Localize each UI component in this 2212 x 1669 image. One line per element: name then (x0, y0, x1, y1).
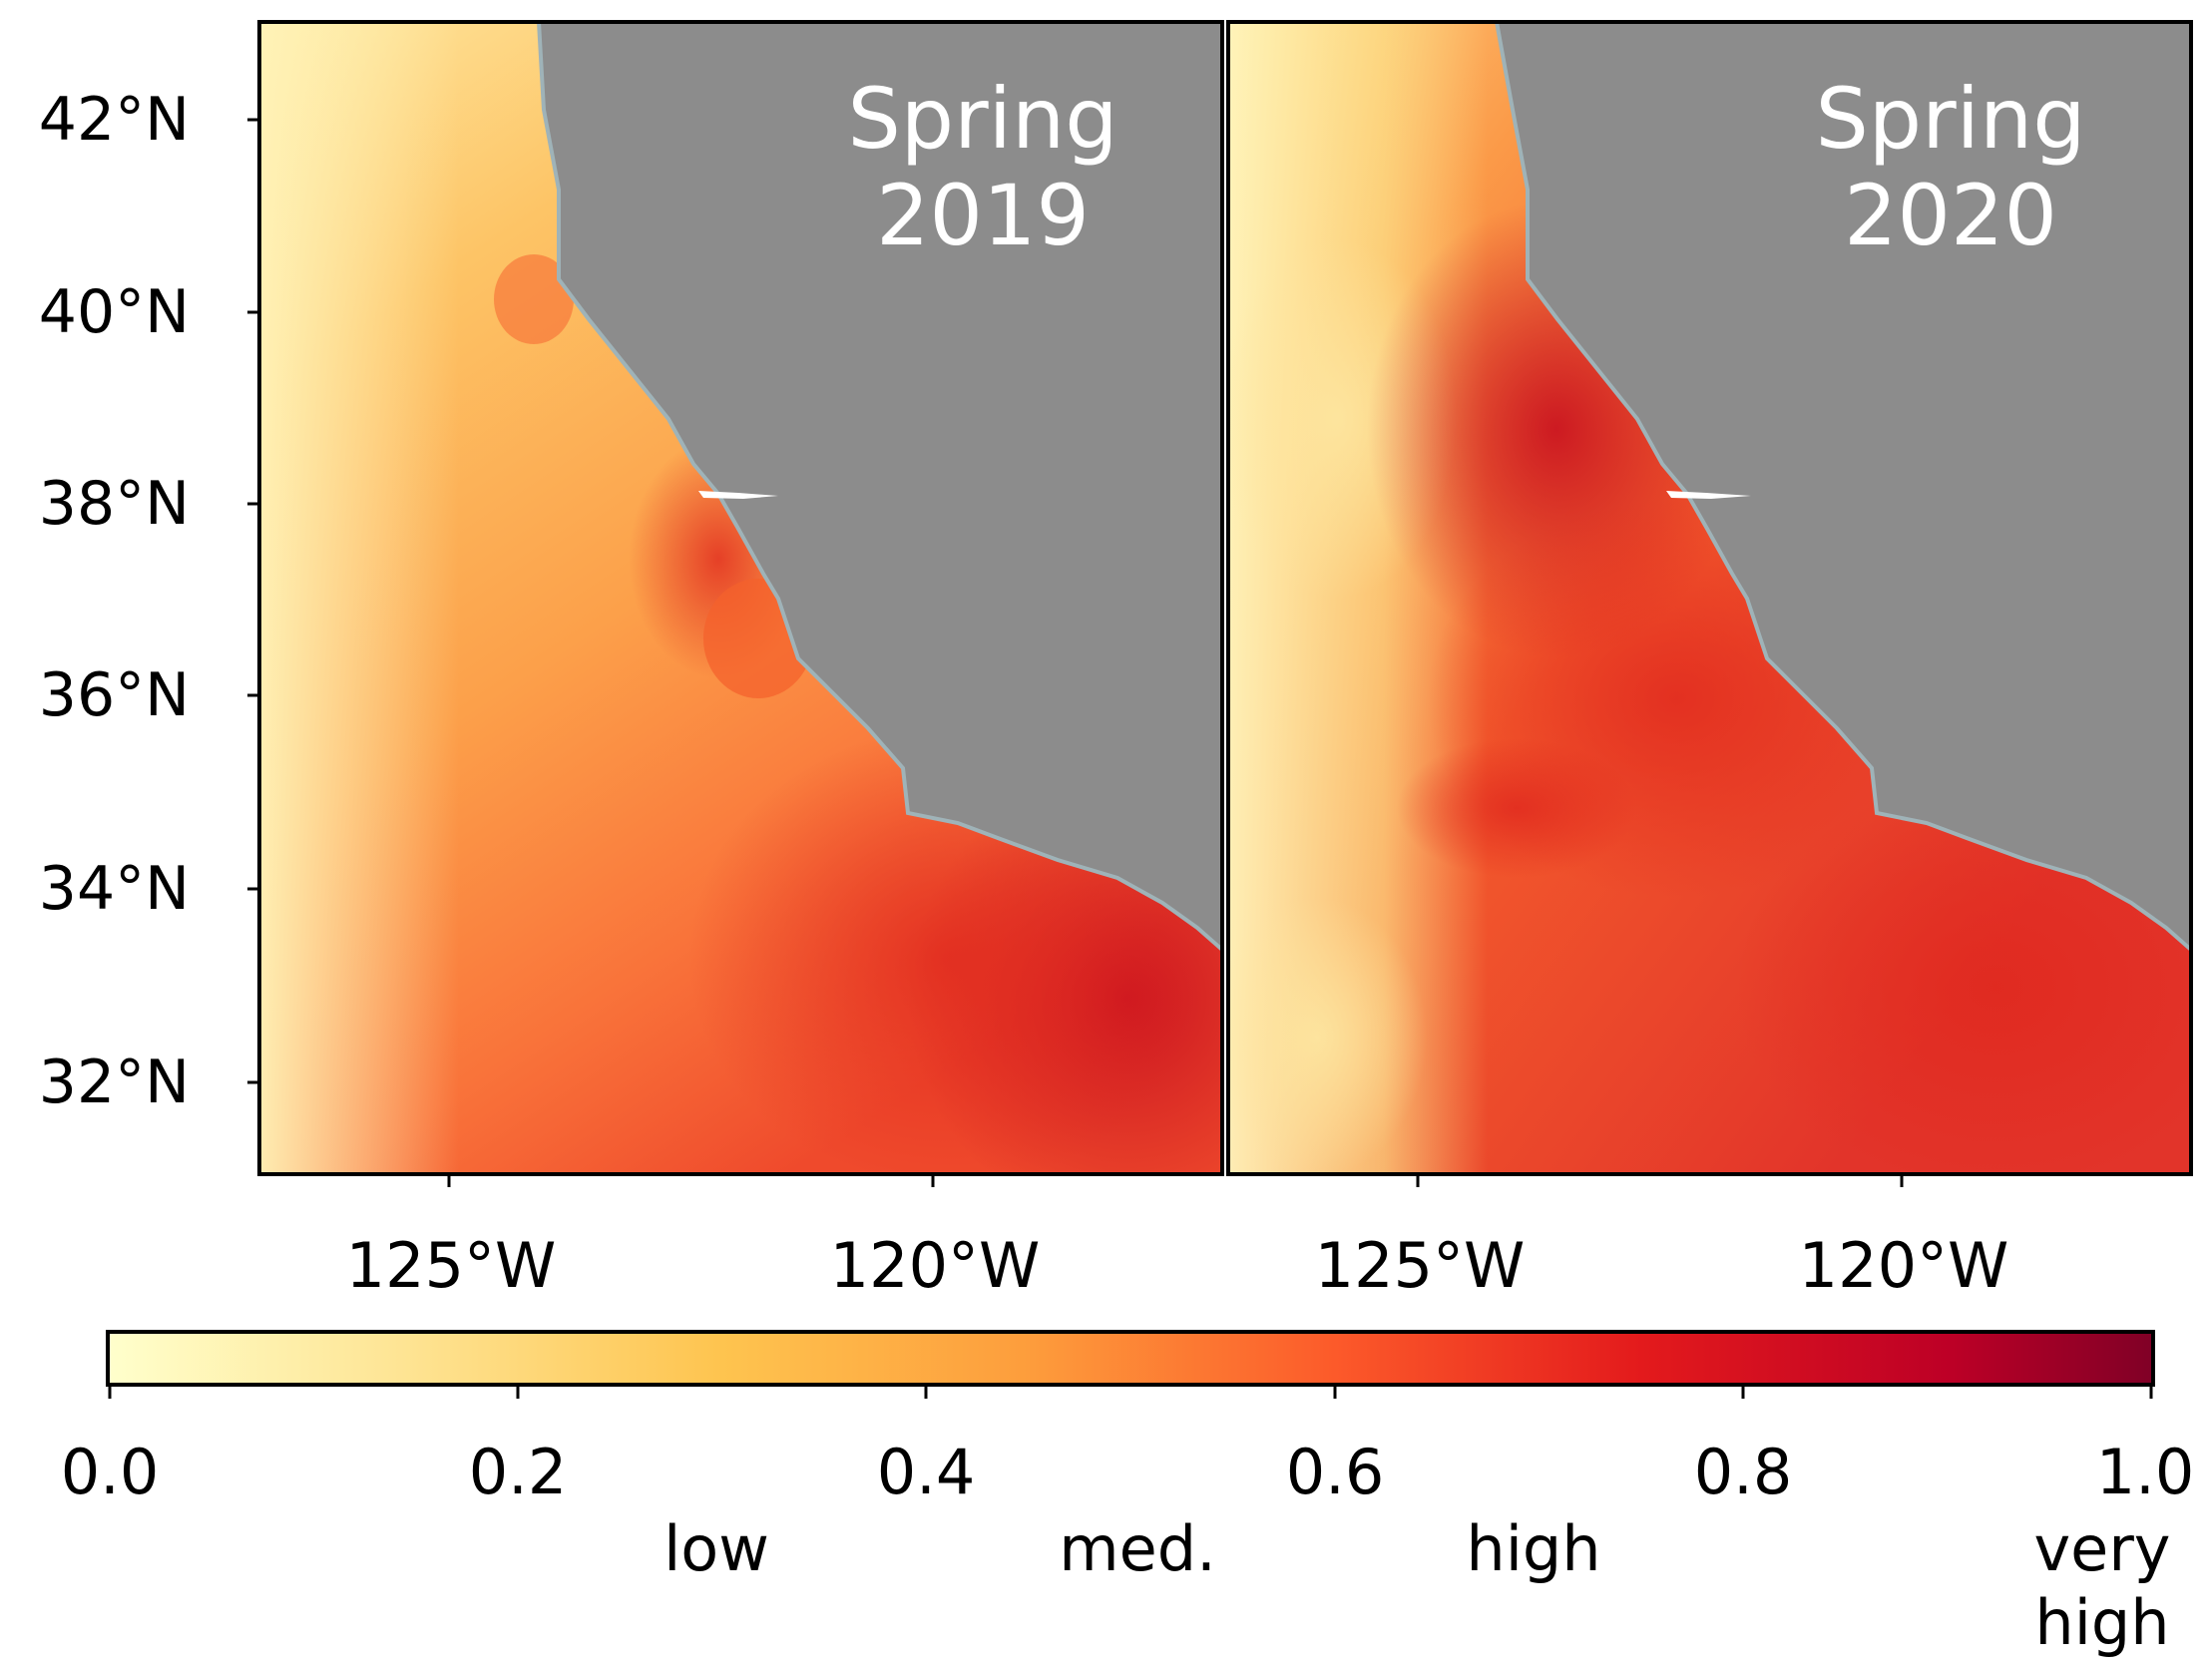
lon-label-120-2019: 120°W (830, 1229, 1041, 1302)
cb-category-high: high (1466, 1512, 1600, 1585)
latitude-axis: 42°N 40°N 38°N 36°N 34°N 32°N (39, 85, 259, 1117)
hotspot-plume-2020 (1397, 738, 1636, 878)
cb-category-very-high-line2: high (2034, 1586, 2169, 1659)
cb-label-5: 1.0 (2096, 1436, 2195, 1508)
lat-label-32: 32°N (39, 1047, 190, 1117)
lon-label-120-2020: 120°W (1799, 1229, 2009, 1302)
longitude-axis-2019: 125°W 120°W (346, 1174, 1041, 1302)
cb-label-4: 0.8 (1694, 1436, 1793, 1508)
panel-title-2019-line1: Spring (847, 70, 1117, 168)
land-2019 (536, 22, 1222, 953)
sf-bay-2020 (1666, 491, 1751, 499)
longitude-axis-2020: 125°W 120°W (1315, 1174, 2009, 1302)
cb-category-very-high-line1: very (2033, 1512, 2170, 1585)
lon-label-125-2019: 125°W (346, 1229, 557, 1302)
colorbar: 0.0 0.2 0.4 0.6 0.8 1.0 low med. high ve… (61, 1330, 2195, 1659)
lon-label-125-2020: 125°W (1315, 1229, 1526, 1302)
cb-category-low: low (664, 1512, 769, 1585)
map-panel-spring-2019 (259, 22, 1222, 1174)
lat-label-34: 34°N (39, 854, 190, 924)
panel-title-2019-line2: 2019 (876, 167, 1090, 264)
offshore-low-band-2019 (259, 22, 459, 1174)
cb-label-2: 0.4 (877, 1436, 976, 1508)
lat-label-38: 38°N (39, 469, 190, 539)
pale-patch-2020 (1228, 898, 1427, 1174)
panel-frame-2020 (1226, 20, 2193, 1176)
colorbar-gradient (106, 1330, 2155, 1387)
coastal-blob-2019 (494, 254, 574, 344)
map-panel-spring-2020 (1228, 22, 2191, 1174)
lat-label-40: 40°N (39, 277, 190, 347)
lat-label-36: 36°N (39, 660, 190, 730)
cb-category-med: med. (1059, 1512, 1216, 1585)
panel-title-2020-line2: 2020 (1844, 167, 2057, 264)
panel-frame-2019 (257, 20, 1224, 1176)
panel-title-2020-line1: Spring (1815, 70, 2085, 168)
cb-label-3: 0.6 (1286, 1436, 1385, 1508)
cb-label-1: 0.2 (469, 1436, 568, 1508)
sf-bay-2019 (698, 491, 778, 499)
lat-label-42: 42°N (39, 85, 190, 155)
cb-label-0: 0.0 (61, 1436, 160, 1508)
land-2020 (1494, 22, 2191, 953)
